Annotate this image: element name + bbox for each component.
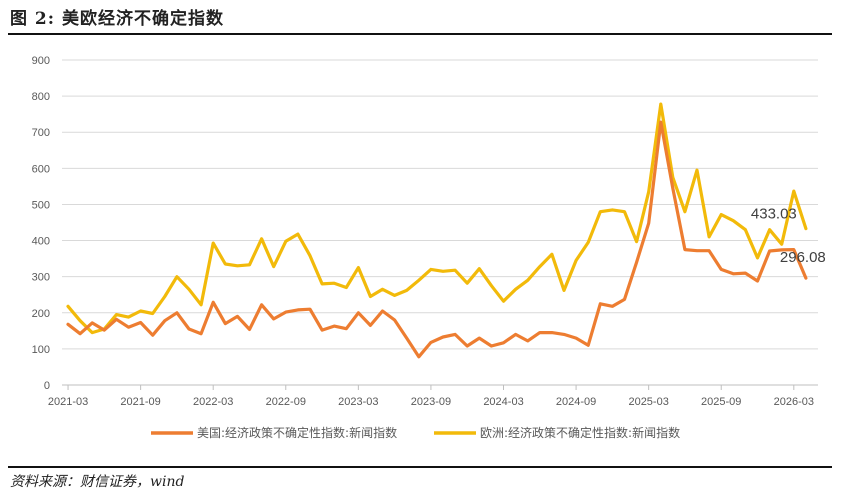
y-tick-label: 500 [32, 199, 50, 211]
y-tick-label: 300 [32, 272, 50, 284]
legend-us-label: 美国:经济政策不确定性指数:新闻指数 [197, 425, 397, 440]
y-tick-label: 800 [32, 91, 50, 103]
y-tick-label: 900 [32, 55, 50, 67]
x-tick-label: 2023-03 [338, 396, 378, 408]
x-tick-label: 2024-09 [556, 396, 596, 408]
x-tick-label: 2021-09 [120, 396, 160, 408]
us-series-line [66, 120, 808, 359]
y-tick-label: 0 [44, 380, 50, 392]
y-tick-label: 700 [32, 127, 50, 139]
x-tick-label: 2025-03 [628, 396, 668, 408]
x-tick-label: 2022-03 [193, 396, 233, 408]
x-axis-ticks: 2021-03 2021-09 2022-03 2022-09 2023-03 2023-… [48, 385, 814, 408]
y-tick-label: 400 [32, 236, 50, 248]
top-rule [8, 33, 832, 35]
legend: 美国:经济政策不确定性指数:新闻指数 欧洲:经济政策不确定性指数:新闻指数 [151, 425, 680, 440]
source-note: 资料来源：财信证券，wind [10, 474, 185, 490]
y-tick-label: 600 [32, 163, 50, 175]
end-labels: 296.08 433.03 [751, 206, 826, 266]
x-tick-label: 2026-03 [774, 396, 814, 408]
x-tick-label: 2021-03 [48, 396, 88, 408]
eu-series-line [66, 102, 808, 335]
x-tick-label: 2023-09 [411, 396, 451, 408]
x-tick-label: 2025-09 [701, 396, 741, 408]
y-tick-label: 200 [32, 308, 50, 320]
bottom-rule [8, 466, 832, 468]
figure-title: 图 2: 美欧经济不确定指数 [10, 9, 224, 29]
x-tick-label: 2024-03 [483, 396, 523, 408]
x-tick-label: 2022-09 [266, 396, 306, 408]
y-tick-label: 100 [32, 344, 50, 356]
eu-end-label: 433.03 [751, 206, 797, 223]
gridlines [62, 59, 818, 386]
y-axis-ticks: 0 100 200 300 400 500 600 700 800 900 [32, 55, 50, 392]
series-lines [66, 102, 808, 359]
legend-eu-label: 欧洲:经济政策不确定性指数:新闻指数 [480, 425, 680, 440]
us-end-label: 296.08 [780, 249, 826, 266]
